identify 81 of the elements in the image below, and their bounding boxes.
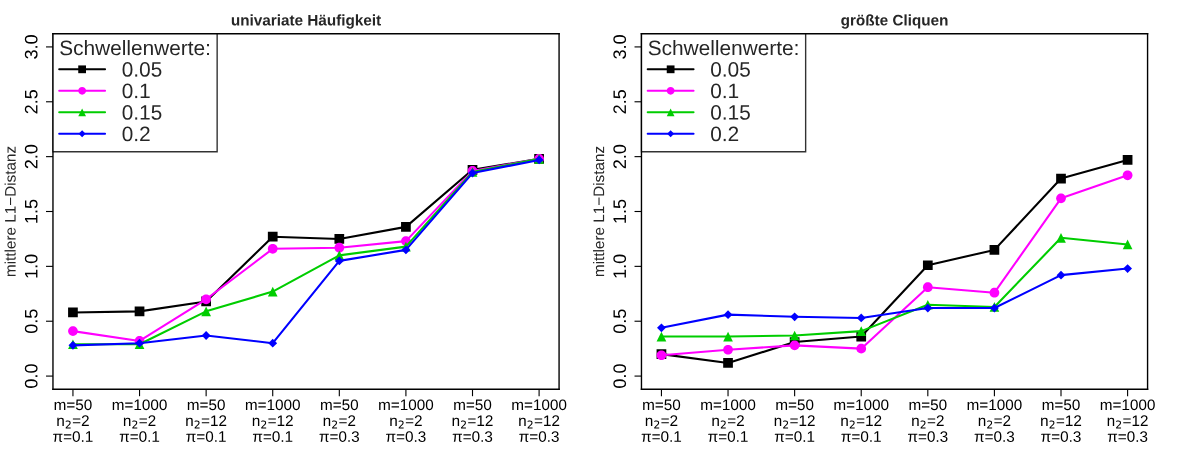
point [989, 245, 1000, 255]
x-tick-label: m=1000 n$_{2}$=12 π=0.1 [834, 399, 889, 442]
chart-title: univariate Häufigkeit [231, 14, 381, 29]
x-tick-label: m=50 n$_{2}$=2 π=0.3 [908, 399, 948, 442]
y-axis-title: mittlere L1−Distanz [4, 146, 16, 277]
point [268, 338, 278, 348]
y-tick-label: 0.0 [24, 364, 38, 388]
point [267, 231, 278, 242]
y-tick-label: 1.0 [613, 254, 627, 278]
legend-label: 0.2 [122, 126, 150, 142]
legend-label: 0.2 [711, 126, 739, 142]
x-tick-label: m=50 n$_{2}$=2 π=0.1 [53, 399, 93, 442]
y-tick-label: 0.5 [24, 309, 38, 334]
y-tick-label: 0.5 [613, 309, 627, 334]
y-tick-label: 3.0 [613, 35, 627, 59]
point [1123, 264, 1133, 273]
point [789, 340, 800, 351]
legend-label: 0.05 [122, 62, 162, 77]
legend-label: 0.15 [711, 105, 750, 120]
point [68, 307, 78, 318]
point [1056, 270, 1066, 280]
legend-title: Schwellenwerte: [648, 40, 798, 56]
point [267, 243, 278, 254]
y-tick-label: 2.5 [613, 89, 627, 114]
y-tick-label: 1.5 [24, 199, 38, 223]
point [334, 256, 344, 266]
y-tick-label: 0.0 [613, 364, 627, 388]
point [201, 331, 211, 340]
point [922, 282, 933, 293]
point [723, 344, 733, 355]
x-tick-label: m=50 n$_{2}$=2 π=0.1 [641, 399, 682, 442]
point [1122, 155, 1133, 165]
point [790, 312, 800, 322]
point [657, 323, 666, 333]
x-tick-label: m=1000 n$_{2}$=2 π=0.1 [112, 399, 167, 442]
x-tick-label: m=1000 n$_{2}$=12 π=0.1 [245, 399, 300, 442]
x-tick-label: m=1000 n$_{2}$=2 π=0.1 [701, 399, 756, 442]
point [989, 287, 1000, 298]
x-tick-label: m=50 n$_{2}$=12 π=0.1 [774, 399, 815, 442]
legend-title: Schwellenwerte: [60, 40, 210, 56]
chart-title: größte Cliquen [841, 14, 948, 29]
point [334, 242, 345, 253]
x-tick-label: m=1000 n$_{2}$=2 π=0.3 [967, 399, 1022, 442]
legend-label: 0.1 [122, 83, 150, 99]
legend-label: 0.1 [711, 83, 739, 99]
x-tick-label: m=50 n$_{2}$=12 π=0.3 [452, 399, 493, 442]
x-tick-label: m=1000 n$_{2}$=2 π=0.3 [379, 399, 434, 442]
y-axis-title: mittlere L1−Distanz [593, 146, 605, 277]
point [401, 245, 411, 255]
point [789, 330, 800, 341]
x-tick-label: m=50 n$_{2}$=12 π=0.1 [186, 399, 227, 442]
y-tick-label: 1.0 [24, 254, 38, 278]
point [334, 234, 345, 244]
x-tick-label: m=50 n$_{2}$=12 π=0.3 [1041, 399, 1082, 442]
point [1122, 239, 1133, 250]
point [1122, 170, 1133, 181]
point [68, 326, 78, 336]
point [723, 310, 733, 320]
point [134, 306, 145, 317]
point [1056, 193, 1066, 204]
y-tick-label: 1.5 [613, 199, 627, 223]
x-tick-label: m=1000 n$_{2}$=12 π=0.3 [512, 399, 567, 442]
point [922, 260, 933, 271]
point [856, 313, 866, 323]
y-tick-label: 2.5 [24, 89, 38, 114]
point [856, 326, 867, 336]
x-tick-label: m=50 n$_{2}$=2 π=0.3 [319, 399, 359, 442]
point [723, 358, 733, 368]
legend-label: 0.15 [122, 105, 162, 120]
point [401, 222, 411, 232]
point [1056, 232, 1066, 243]
point [856, 343, 867, 354]
legend-label: 0.05 [711, 62, 750, 77]
point [267, 286, 278, 297]
point [201, 306, 211, 317]
y-tick-label: 3.0 [24, 35, 38, 59]
x-tick-label: m=1000 n$_{2}$=12 π=0.3 [1100, 399, 1155, 442]
y-tick-label: 2.0 [613, 144, 627, 169]
y-tick-label: 2.0 [24, 144, 38, 169]
point [923, 303, 933, 313]
point [1056, 173, 1066, 184]
